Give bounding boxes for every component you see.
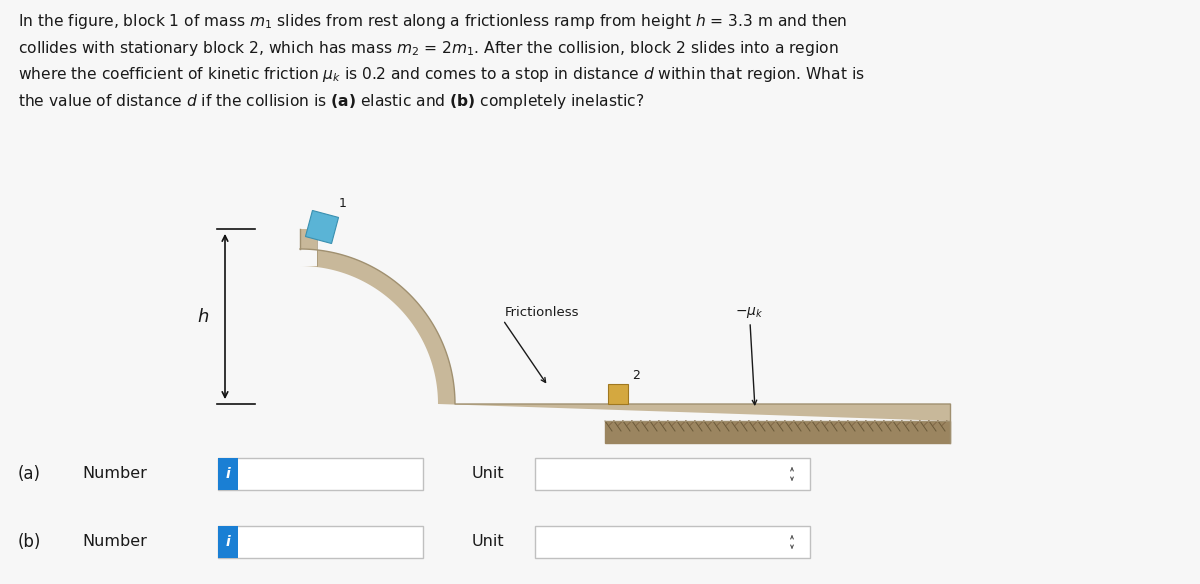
FancyBboxPatch shape [535,458,810,490]
Text: (b): (b) [18,533,41,551]
Text: 2: 2 [632,369,640,382]
FancyBboxPatch shape [218,458,238,490]
Text: Number: Number [82,534,146,550]
Bar [608,384,628,404]
FancyBboxPatch shape [218,526,424,558]
Polygon shape [306,210,338,244]
Text: i: i [226,467,230,481]
Text: 1: 1 [340,197,347,210]
Text: $-\mu_k$: $-\mu_k$ [734,304,763,319]
Text: i: i [226,535,230,549]
FancyBboxPatch shape [218,526,238,558]
Polygon shape [300,229,950,421]
Text: Number: Number [82,467,146,481]
Text: In the figure, block 1 of mass $m_1$ slides from rest along a frictionless ramp : In the figure, block 1 of mass $m_1$ sli… [18,12,865,111]
Text: (a): (a) [18,465,41,483]
Text: Unit: Unit [472,467,505,481]
Text: Frictionless: Frictionless [505,305,580,318]
Text: Unit: Unit [472,534,505,550]
FancyBboxPatch shape [535,526,810,558]
FancyBboxPatch shape [218,458,424,490]
Polygon shape [605,421,950,443]
Text: $h$: $h$ [197,308,209,325]
